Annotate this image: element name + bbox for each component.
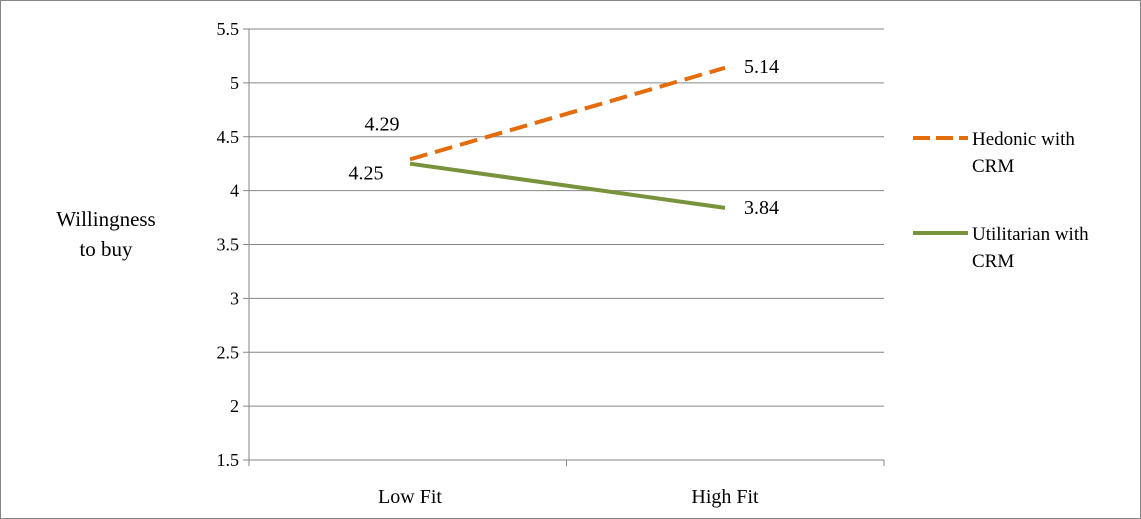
series-lines bbox=[409, 65, 726, 210]
y-tick-label: 2.5 bbox=[217, 342, 240, 362]
legend-label: Hedonic with bbox=[972, 129, 1075, 150]
data-labels: 4.29 5.14 4.25 3.84 bbox=[349, 56, 780, 219]
y-tick-label: 2 bbox=[230, 396, 239, 416]
x-tick-label: Low Fit bbox=[378, 486, 442, 508]
y-tick-label: 1.5 bbox=[217, 450, 240, 470]
y-tick-label: 4.5 bbox=[217, 127, 240, 147]
y-tick-label: 3.5 bbox=[217, 235, 240, 255]
legend-label: CRM bbox=[972, 156, 1014, 177]
gridlines bbox=[249, 28, 884, 461]
y-axis-title: Willingness to buy bbox=[56, 207, 155, 261]
y-tick-label: 5.5 bbox=[217, 19, 240, 39]
data-label: 3.84 bbox=[744, 197, 779, 219]
x-tick-label: High Fit bbox=[691, 486, 759, 508]
y-tick-label: 5 bbox=[230, 73, 239, 93]
series-line-0 bbox=[409, 65, 726, 162]
axes: 1.5 2 2.5 3 3.5 4 4.5 5 5.5 Low Fit High Fit bbox=[217, 19, 885, 508]
data-label: 4.29 bbox=[365, 113, 400, 135]
legend: Hedonic with CRM Utilitarian with CRM bbox=[913, 129, 1089, 272]
y-tick-label: 3 bbox=[230, 288, 239, 308]
legend-label: CRM bbox=[972, 251, 1014, 272]
y-axis-title-line: Willingness bbox=[56, 207, 155, 231]
data-label: 5.14 bbox=[744, 56, 779, 78]
legend-label: Utilitarian with bbox=[972, 224, 1089, 245]
data-label: 4.25 bbox=[349, 163, 384, 185]
series-line-1 bbox=[409, 161, 726, 210]
y-axis-title-line: to buy bbox=[79, 237, 133, 261]
y-tick-label: 4 bbox=[230, 181, 239, 201]
